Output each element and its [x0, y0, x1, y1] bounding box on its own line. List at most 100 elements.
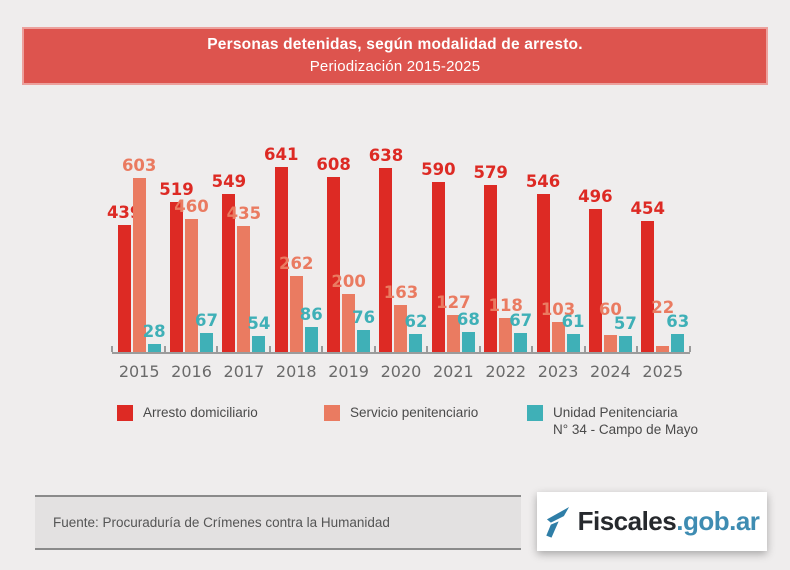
bar-value-arresto-domiciliario-2022: 579 — [473, 163, 508, 182]
bar-value-arresto-domiciliario-2017: 549 — [211, 172, 247, 191]
axis-tick — [163, 346, 166, 352]
axis-tick — [321, 346, 324, 352]
axis-tick — [373, 346, 376, 352]
bar-unidad-penitenciaria-34-2025: 63 — [666, 312, 689, 352]
bar-arresto-domiciliario-2020: 638 — [369, 146, 403, 352]
bar-arresto-domiciliario-2024: 496 — [578, 187, 613, 352]
legend-swatch — [117, 405, 133, 421]
chart-subtitle: Periodización 2015-2025 — [309, 58, 481, 76]
bar-servicio-penitenciario-2025: 22 — [651, 298, 674, 352]
year-label-2017: 2017 — [223, 362, 265, 381]
bar-unidad-penitenciaria-34-2021: 68 — [457, 310, 480, 352]
axis-tick — [531, 346, 534, 352]
bar-value-servicio-penitenciario-2023: 103 — [540, 300, 576, 319]
bar-arresto-domiciliario-2025: 454 — [631, 199, 665, 352]
bar-group-2015: 439 603 28 — [107, 130, 166, 352]
bar-unidad-penitenciaria-34-2019: 76 — [352, 308, 375, 352]
source-text: Fuente: Procuraduría de Crímenes contra … — [53, 515, 390, 530]
axis-tick — [426, 346, 429, 352]
bar-value-arresto-domiciliario-2023: 546 — [525, 172, 561, 191]
bar-value-unidad-penitenciaria-34-2020: 62 — [404, 312, 428, 331]
axis-tick — [111, 346, 113, 352]
x-axis-labels: 2015 2016 2017 2018 2019 2020 2021 2022 2023 2024… — [113, 362, 689, 381]
axis-tick — [268, 346, 271, 352]
year-label-2016: 2016 — [171, 362, 212, 381]
bar-servicio-penitenciario-2016: 460 — [174, 197, 209, 352]
year-label-2025: 2025 — [642, 362, 684, 381]
bar-chart: 439 603 28 519 460 67 549 435 54 641 262 86 608 200 76… — [107, 130, 689, 352]
axis-tick — [216, 346, 219, 352]
year-label-2015: 2015 — [118, 362, 160, 381]
legend-item-3: Unidad Penitenciaria N° 34 - Campo de May… — [527, 404, 698, 438]
bar-group-2025: 454 22 63 — [631, 130, 689, 352]
bar-group-2016: 519 460 67 — [159, 130, 218, 352]
bar-group-2017: 549 435 54 — [212, 130, 270, 352]
logo-text-fiscales: Fiscales — [577, 506, 677, 536]
bar-value-servicio-penitenciario-2020: 163 — [383, 283, 419, 302]
bar-arresto-domiciliario-2017: 549 — [212, 172, 246, 352]
bar-value-servicio-penitenciario-2017: 435 — [226, 204, 262, 223]
bar-value-arresto-domiciliario-2018: 641 — [264, 145, 299, 164]
axis-tick — [689, 346, 691, 352]
bar-value-unidad-penitenciaria-34-2022: 67 — [509, 311, 533, 330]
fiscales-logo[interactable]: Fiscales.gob.ar — [537, 492, 767, 551]
bar-value-unidad-penitenciaria-34-2021: 68 — [456, 310, 480, 329]
bar-arresto-domiciliario-2016: 519 — [159, 180, 194, 352]
legend-label: Unidad Penitenciaria N° 34 - Campo de May… — [553, 405, 698, 437]
bar-value-unidad-penitenciaria-34-2025: 63 — [666, 312, 690, 331]
axis-tick — [583, 346, 586, 352]
bar-value-servicio-penitenciario-2015: 603 — [121, 156, 157, 175]
legend-label: Servicio penitenciario — [350, 405, 479, 420]
bar-unidad-penitenciaria-34-2024: 57 — [614, 314, 637, 352]
bar-value-servicio-penitenciario-2018: 262 — [279, 254, 314, 273]
bar-arresto-domiciliario-2021: 590 — [421, 160, 456, 352]
year-label-2022: 2022 — [485, 362, 527, 381]
bar-arresto-domiciliario-2015: 439 — [107, 203, 141, 352]
year-label-2024: 2024 — [590, 362, 631, 381]
bar-group-2023: 546 103 61 — [526, 130, 585, 352]
bar-value-arresto-domiciliario-2021: 590 — [421, 160, 456, 179]
chart-title: Personas detenidas, según modalidad de a… — [207, 35, 583, 53]
legend-item-1: Arresto domiciliario — [117, 404, 258, 421]
year-label-2018: 2018 — [275, 362, 317, 381]
title-banner: Personas detenidas, según modalidad de a… — [22, 27, 768, 85]
bar-group-2019: 608 200 76 — [316, 130, 375, 352]
source-box: Fuente: Procuraduría de Crímenes contra … — [35, 495, 521, 550]
bar-value-arresto-domiciliario-2025: 454 — [630, 199, 665, 218]
bar-value-unidad-penitenciaria-34-2016: 67 — [195, 311, 219, 330]
bar-value-servicio-penitenciario-2022: 118 — [488, 296, 523, 315]
bar-value-servicio-penitenciario-2019: 200 — [331, 272, 366, 291]
bar-servicio-penitenciario-2017: 435 — [227, 204, 261, 352]
bar-servicio-penitenciario-2024: 60 — [599, 300, 622, 352]
bar-unidad-penitenciaria-34-2020: 62 — [404, 312, 427, 352]
bar-servicio-penitenciario-2022: 118 — [488, 296, 523, 352]
legend-swatch — [324, 405, 340, 421]
bar-unidad-penitenciaria-34-2016: 67 — [195, 311, 218, 352]
year-label-2020: 2020 — [380, 362, 422, 381]
bar-servicio-penitenciario-2021: 127 — [436, 293, 471, 352]
bar-value-arresto-domiciliario-2019: 608 — [316, 155, 351, 174]
logo-text-gobar: .gob.ar — [676, 506, 760, 536]
year-label-2019: 2019 — [328, 362, 369, 381]
fiscales-icon — [545, 506, 569, 538]
legend-label: Arresto domiciliario — [143, 405, 258, 420]
bar-unidad-penitenciaria-34-2017: 54 — [247, 314, 270, 352]
bar-value-unidad-penitenciaria-34-2018: 86 — [299, 305, 323, 324]
bar-value-arresto-domiciliario-2020: 638 — [368, 146, 404, 165]
axis-tick — [636, 346, 639, 352]
bar-value-unidad-penitenciaria-34-2024: 57 — [613, 314, 637, 333]
year-label-2021: 2021 — [432, 362, 474, 381]
bar-unidad-penitenciaria-34-2023: 61 — [562, 312, 585, 352]
legend-swatch — [527, 405, 543, 421]
bar-group-2018: 641 262 86 — [264, 130, 323, 352]
bar-arresto-domiciliario-2023: 546 — [526, 172, 560, 352]
bar-value-arresto-domiciliario-2016: 519 — [159, 180, 194, 199]
bar-servicio-penitenciario-2019: 200 — [331, 272, 366, 352]
bar-value-servicio-penitenciario-2025: 22 — [651, 298, 675, 317]
bar-arresto-domiciliario-2019: 608 — [316, 155, 351, 352]
bar-value-arresto-domiciliario-2024: 496 — [578, 187, 613, 206]
legend-item-2: Servicio penitenciario — [324, 404, 478, 421]
bar-group-2020: 638 163 62 — [369, 130, 427, 352]
bar-value-servicio-penitenciario-2021: 127 — [436, 293, 471, 312]
